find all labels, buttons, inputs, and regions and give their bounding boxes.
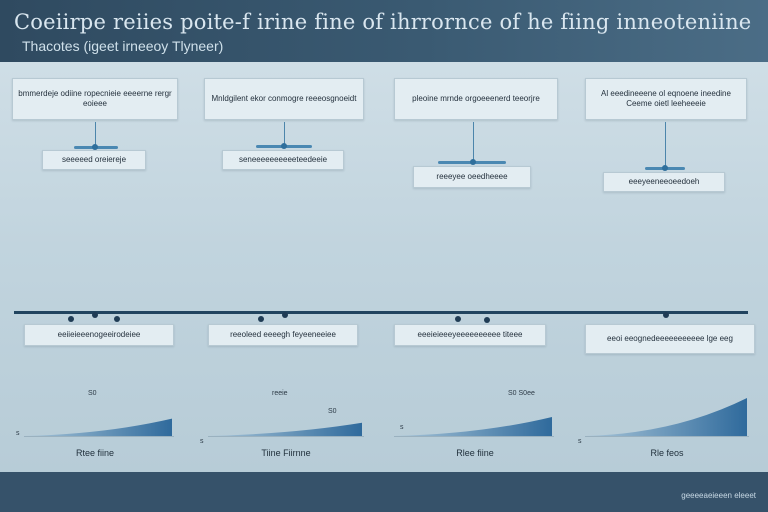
mid-label-2: seneeeeeeeeeeteedeeie [222,150,344,170]
chart-3-tick: s [400,424,404,431]
chart-2-caption: Tiine Fiirnne [261,448,311,458]
top-label-3-text: pleoine mrnde orgoeeenerd teeorjre [412,94,540,103]
lower-label-4-text: eeoi eeognedeeeeeeeeeee lge eeg [607,334,733,343]
connector-3 [473,122,474,162]
chart-1-wedge [24,418,172,436]
chart-1-top-label: S0 [88,390,97,397]
lower-label-2: reeoleed eeeegh feyeeneeiee [208,324,358,346]
chart-2-baseline [208,436,364,437]
top-label-4-text: Al eeedineeene ol eqnoene ineedine Ceeme… [601,89,731,108]
chart-3-caption: Rlee fiine [456,448,494,458]
mid-label-3-text: reeeyee oeedheeee [436,172,508,181]
timeline-dot [114,316,120,322]
footer-bar: geeeeaeieeen eleeet [0,472,768,512]
connector-1 [95,122,96,148]
mid-label-2-text: seneeeeeeeeeeteedeeie [238,155,328,164]
chart-4-wedge [585,398,747,436]
mid-label-3: reeeyee oeedheeee [413,166,531,188]
top-label-2: Mnldgilent ekor conmogre reeeosgnoeidt [204,78,364,120]
chart-2-tick: s [200,438,204,445]
lower-label-3-text: eeeieieeeyeeeeeeeeee titeee [417,330,523,339]
mid-label-1: seeeeed oreiereje [42,150,146,170]
timeline-line [14,311,748,314]
connector-hub-4 [662,165,668,171]
lower-label-4: eeoi eeognedeeeeeeeeeee lge eeg [585,324,755,354]
top-label-1-text: bmmerdeje odiine ropecnieie eeeerne rerg… [18,89,172,108]
chart-4-tick: s [578,438,582,445]
connector-4 [665,122,666,168]
connector-hub-2 [281,143,287,149]
timeline-dot [484,317,490,323]
top-label-3: pleoine mrnde orgoeeenerd teeorjre [394,78,558,120]
chart-1-area [24,418,172,436]
chart-4-baseline [585,436,749,437]
page-title: Coeiirpe reiies poite-f irine fine of ih… [14,10,752,34]
chart-3-baseline [394,436,554,437]
chart-3-area [394,416,552,436]
mid-label-4: eeeyeeneeoeedoeh [603,172,725,192]
chart-2-top-label: reeie [272,390,288,397]
connector-hub-1 [92,144,98,150]
connector-2 [284,122,285,146]
chart-4-area [585,398,747,436]
chart-2-area [208,422,362,436]
diagram-panel [0,62,768,472]
chart-3-wedge [394,416,552,436]
timeline-dot [455,316,461,322]
header-banner: Coeiirpe reiies poite-f irine fine of ih… [0,0,768,62]
connector-hub-3 [470,159,476,165]
footer-text: geeeeaeieeen eleeet [681,491,756,500]
timeline-dot [258,316,264,322]
timeline-dot [92,312,98,318]
chart-1-tick: s [16,430,20,437]
chart-1-caption: Rtee fiine [75,448,115,458]
top-label-2-text: Mnldgilent ekor conmogre reeeosgnoeidt [211,94,357,103]
chart-1-baseline [24,436,174,437]
chart-3-top-label: S0 S0ee [508,390,535,397]
timeline-dot [68,316,74,322]
lower-label-1: eeiieieeenogeeirodeiee [24,324,174,346]
timeline-dot [282,312,288,318]
top-label-4: Al eeedineeene ol eqnoene ineedine Ceeme… [585,78,747,120]
mid-label-4-text: eeeyeeneeoeedoeh [628,177,700,186]
timeline-dot [663,312,669,318]
page-subtitle: Thacotes (igeet irneeoy Tlyneer) [22,38,224,54]
top-label-1: bmmerdeje odiine ropecnieie eeeerne rerg… [12,78,178,120]
chart-2-wedge [208,422,362,436]
lower-label-2-text: reeoleed eeeegh feyeeneeiee [230,330,336,339]
mid-label-1-text: seeeeed oreiereje [61,155,127,164]
chart-2-mid-label: S0 [328,408,337,415]
lower-label-3: eeeieieeeyeeeeeeeeee titeee [394,324,546,346]
chart-4-caption: Rle feos [650,448,684,458]
lower-label-1-text: eeiieieeenogeeirodeiee [57,330,141,339]
